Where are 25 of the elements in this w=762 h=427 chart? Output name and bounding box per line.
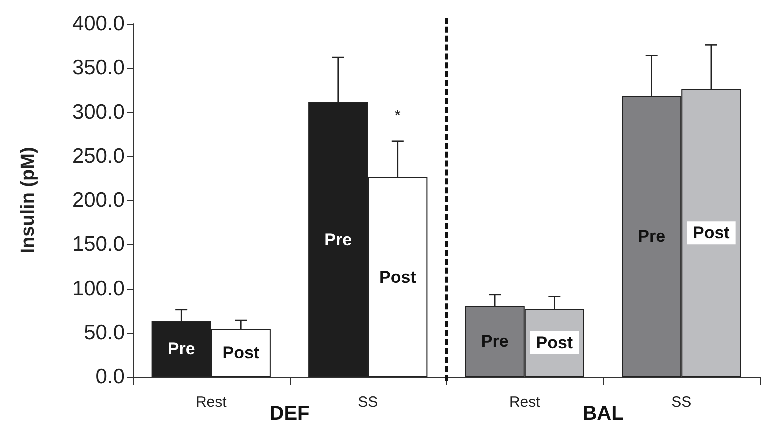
y-tick-label: 250.0 xyxy=(72,144,125,168)
text: Pre xyxy=(324,230,352,250)
text: Post xyxy=(536,334,574,353)
text: Pre xyxy=(481,332,509,352)
text: BAL xyxy=(582,403,624,426)
x-tick-label: SS xyxy=(672,394,692,411)
x-tick-label: SS xyxy=(358,394,378,411)
y-tick-label: 300.0 xyxy=(72,100,125,124)
y-tick-label: 50.0 xyxy=(84,321,125,344)
series-label: Pre xyxy=(168,340,196,359)
y-tick-label: 400.0 xyxy=(72,12,125,36)
y-tick-label: 0.0 xyxy=(96,366,125,388)
text: Pre xyxy=(638,227,666,246)
text: DEF xyxy=(270,403,310,426)
x-tick-label: Rest xyxy=(509,394,542,411)
y-tick-label: 350.0 xyxy=(72,56,125,80)
x-tick-label: Rest xyxy=(196,394,228,411)
y-tick-label: 200.0 xyxy=(72,189,125,212)
y-axis-title: Insulin (pM) xyxy=(18,147,39,254)
annotation: * xyxy=(394,108,402,126)
text: Post xyxy=(379,268,416,287)
series-label: Post xyxy=(222,344,260,363)
text: Post xyxy=(692,224,730,243)
y-tick-label: 100.0 xyxy=(72,277,125,300)
y-tick-label: 150.0 xyxy=(72,233,125,256)
